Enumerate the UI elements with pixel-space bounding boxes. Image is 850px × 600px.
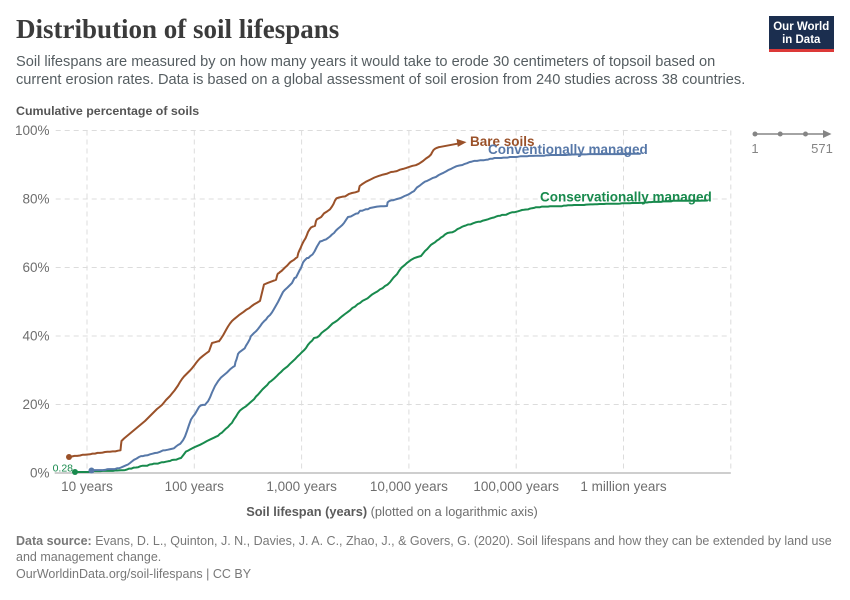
svg-text:100%: 100% — [15, 123, 50, 138]
svg-text:20%: 20% — [22, 397, 49, 412]
svg-text:40%: 40% — [22, 329, 49, 344]
svg-text:571: 571 — [811, 141, 833, 156]
svg-text:0%: 0% — [30, 466, 50, 481]
svg-text:100 years: 100 years — [165, 479, 225, 494]
svg-text:1 million years: 1 million years — [580, 479, 667, 494]
svg-text:10 years: 10 years — [61, 479, 113, 494]
svg-text:100,000 years: 100,000 years — [473, 479, 559, 494]
svg-text:1,000 years: 1,000 years — [266, 479, 337, 494]
svg-text:0.28: 0.28 — [53, 463, 74, 475]
svg-text:Bare soils: Bare soils — [470, 134, 535, 149]
svg-text:Soil lifespan (years) (plotted: Soil lifespan (years) (plotted on a loga… — [246, 504, 538, 519]
svg-text:Conventionally managed: Conventionally managed — [488, 142, 648, 157]
svg-text:1: 1 — [751, 141, 758, 156]
svg-text:Conservationally managed: Conservationally managed — [540, 190, 712, 205]
svg-text:10,000 years: 10,000 years — [370, 479, 448, 494]
svg-text:80%: 80% — [22, 192, 49, 207]
svg-text:60%: 60% — [22, 260, 49, 275]
